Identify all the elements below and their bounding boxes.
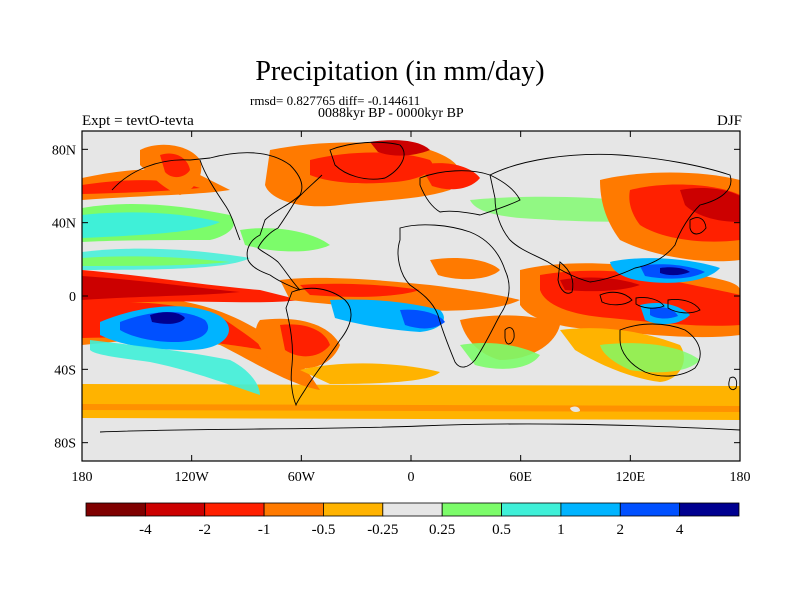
coast-europe xyxy=(419,170,521,216)
experiment-label: Expt = tevtO-tevta xyxy=(82,113,194,129)
colorbar-swatch xyxy=(382,502,443,517)
colorbar-label: 0.25 xyxy=(429,522,455,538)
colorbar-label: -0.5 xyxy=(312,522,336,538)
lon-tick-label: 60W xyxy=(288,470,316,485)
colorbar-swatch xyxy=(560,502,621,517)
period-line: 0088kyr BP - 0000kyr BP xyxy=(318,106,464,121)
colorbar-swatch xyxy=(144,502,206,517)
coast-north-america xyxy=(111,152,323,291)
colorbar-swatch xyxy=(441,502,502,517)
lon-tick-label: 180 xyxy=(72,470,93,485)
colorbar-label: -1 xyxy=(258,522,271,538)
lon-tick-label: 60E xyxy=(509,470,532,485)
colorbar-label: -4 xyxy=(139,522,152,538)
colorbar-swatch xyxy=(501,502,562,517)
coastlines xyxy=(99,141,740,433)
field-southern-band xyxy=(82,384,740,420)
colorbar-swatch xyxy=(204,502,265,517)
colorbar-label: 0.5 xyxy=(492,522,511,538)
map-title: Precipitation (in mm/day) xyxy=(255,56,545,87)
coast-greenland xyxy=(329,141,405,180)
season-label: DJF xyxy=(716,113,742,129)
lon-tick-label: 180 xyxy=(730,470,751,485)
precip-field xyxy=(82,140,740,420)
lat-tick-label: 80S xyxy=(54,437,76,452)
colorbar-label: 1 xyxy=(557,522,565,538)
coast-south-america xyxy=(285,287,352,407)
stats-line: rmsd= 0.827765 diff= -0.144611 xyxy=(250,93,421,108)
colorbar-swatch xyxy=(619,502,681,517)
lon-tick-label: 120W xyxy=(175,470,210,485)
lon-tick-label: 0 xyxy=(408,470,415,485)
colorbar-swatch xyxy=(263,502,324,517)
lat-tick-label: 80N xyxy=(52,143,76,158)
colorbar-label: -2 xyxy=(198,522,211,538)
colorbar-swatch xyxy=(85,502,146,517)
colorbar: -4 -2 -1 -0.5 -0.25 0.25 0.5 1 2 4 xyxy=(85,502,740,538)
coast-australia xyxy=(619,323,701,377)
axis-ticks: 80N 40N 0 40S 80S 180 120W 60W 0 60E 120E 180 xyxy=(52,131,751,485)
colorbar-label: -0.25 xyxy=(367,522,398,538)
colorbar-swatch xyxy=(323,502,384,517)
lat-tick-label: 40N xyxy=(52,217,76,232)
lat-tick-label: 0 xyxy=(69,290,76,305)
coast-africa xyxy=(397,224,510,368)
colorbar-label: 2 xyxy=(617,522,625,538)
colorbar-label: 4 xyxy=(676,522,684,538)
coast-antarctica xyxy=(99,423,740,433)
lat-tick-label: 40S xyxy=(54,363,76,378)
colorbar-swatch xyxy=(679,502,740,517)
coast-asia xyxy=(489,153,732,283)
lon-tick-label: 120E xyxy=(616,470,646,485)
coast-maritime-continent xyxy=(599,291,633,306)
